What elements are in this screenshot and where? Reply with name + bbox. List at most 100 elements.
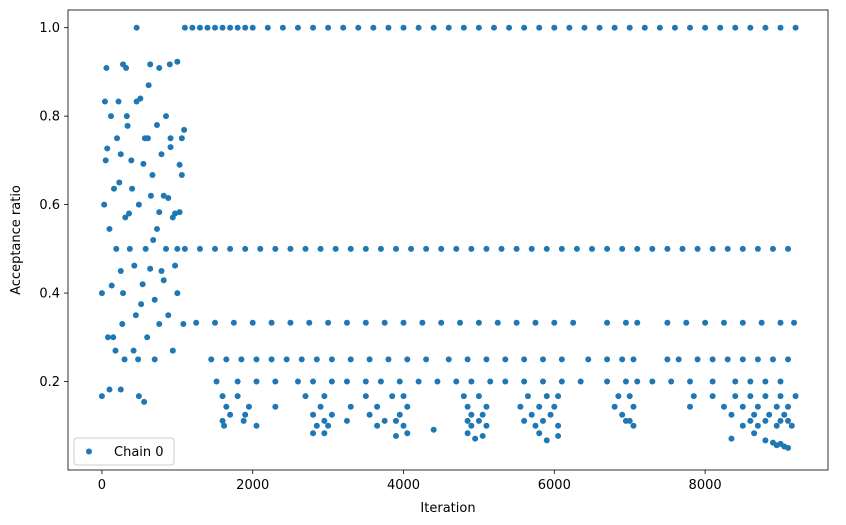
data-point xyxy=(404,403,411,410)
data-point xyxy=(325,24,332,31)
x-tick-label: 8000 xyxy=(689,478,722,493)
data-point xyxy=(310,411,317,418)
data-point xyxy=(163,113,170,120)
data-point xyxy=(468,411,475,418)
data-point xyxy=(792,393,799,400)
data-point xyxy=(110,185,117,192)
data-point xyxy=(570,319,577,326)
data-point xyxy=(762,417,769,424)
data-point xyxy=(158,151,165,158)
data-point xyxy=(238,356,245,363)
data-point xyxy=(302,245,309,252)
y-tick-label: 1.0 xyxy=(39,21,60,36)
data-points xyxy=(98,24,799,451)
data-point xyxy=(487,378,494,385)
data-point xyxy=(762,378,769,385)
data-point xyxy=(234,378,241,385)
x-axis-label: Iteration xyxy=(420,501,475,516)
data-point xyxy=(400,319,407,326)
data-point xyxy=(166,61,173,68)
data-point xyxy=(622,319,629,326)
data-point xyxy=(502,356,509,363)
data-point xyxy=(611,403,618,410)
data-point xyxy=(253,422,260,429)
data-point xyxy=(392,245,399,252)
data-point xyxy=(785,356,792,363)
data-point xyxy=(619,356,626,363)
data-point xyxy=(253,356,260,363)
data-point xyxy=(555,393,562,400)
data-point xyxy=(543,245,550,252)
data-point xyxy=(108,282,115,289)
data-point xyxy=(687,378,694,385)
data-point xyxy=(724,356,731,363)
data-point xyxy=(513,319,520,326)
data-point xyxy=(119,321,126,328)
data-point xyxy=(747,393,754,400)
data-point xyxy=(747,417,754,424)
data-point xyxy=(532,319,539,326)
data-point xyxy=(374,403,381,410)
data-point xyxy=(167,135,174,142)
data-point xyxy=(169,347,176,354)
data-point xyxy=(694,245,701,252)
data-point xyxy=(131,262,138,269)
data-point xyxy=(396,411,403,418)
data-point xyxy=(536,24,543,31)
data-point xyxy=(464,417,471,424)
data-point xyxy=(475,417,482,424)
data-point xyxy=(366,356,373,363)
data-point xyxy=(777,24,784,31)
data-point xyxy=(540,378,546,385)
data-point xyxy=(475,319,482,326)
data-point xyxy=(135,201,142,208)
data-point xyxy=(196,245,203,252)
data-point xyxy=(242,411,249,418)
data-point xyxy=(434,378,441,385)
data-point xyxy=(272,378,279,385)
data-point xyxy=(113,245,120,252)
data-point xyxy=(332,245,339,252)
data-point xyxy=(160,192,167,199)
data-point xyxy=(180,321,187,328)
data-point xyxy=(475,393,482,400)
data-point xyxy=(464,430,471,437)
data-point xyxy=(133,98,140,105)
data-point xyxy=(313,356,320,363)
data-point xyxy=(419,319,426,326)
data-point xyxy=(268,319,275,326)
data-point xyxy=(747,24,754,31)
data-point xyxy=(181,126,188,133)
data-point xyxy=(139,281,146,288)
data-point xyxy=(287,245,294,252)
data-point xyxy=(132,312,139,319)
data-point xyxy=(389,393,396,400)
data-point xyxy=(253,378,260,385)
legend[interactable]: Chain 0 xyxy=(73,437,175,466)
data-point xyxy=(135,356,142,363)
data-point xyxy=(294,378,301,385)
data-point xyxy=(438,319,445,326)
data-point xyxy=(120,290,127,297)
data-point xyxy=(558,378,565,385)
data-point xyxy=(213,378,220,385)
data-point xyxy=(144,334,151,341)
data-point xyxy=(227,411,234,418)
data-point xyxy=(683,319,690,326)
data-point xyxy=(732,378,739,385)
axes-frame xyxy=(67,9,829,471)
data-point xyxy=(626,417,633,424)
data-point xyxy=(634,378,641,385)
data-point xyxy=(310,24,317,31)
data-point xyxy=(551,319,558,326)
data-point xyxy=(106,225,113,232)
data-point xyxy=(585,356,592,363)
x-tick-label: 0 xyxy=(98,478,106,493)
data-point xyxy=(126,210,133,217)
data-point xyxy=(174,58,181,65)
data-point xyxy=(174,245,181,252)
data-point xyxy=(589,245,596,252)
data-point xyxy=(664,356,671,363)
data-point xyxy=(123,64,130,71)
data-point xyxy=(321,430,328,437)
